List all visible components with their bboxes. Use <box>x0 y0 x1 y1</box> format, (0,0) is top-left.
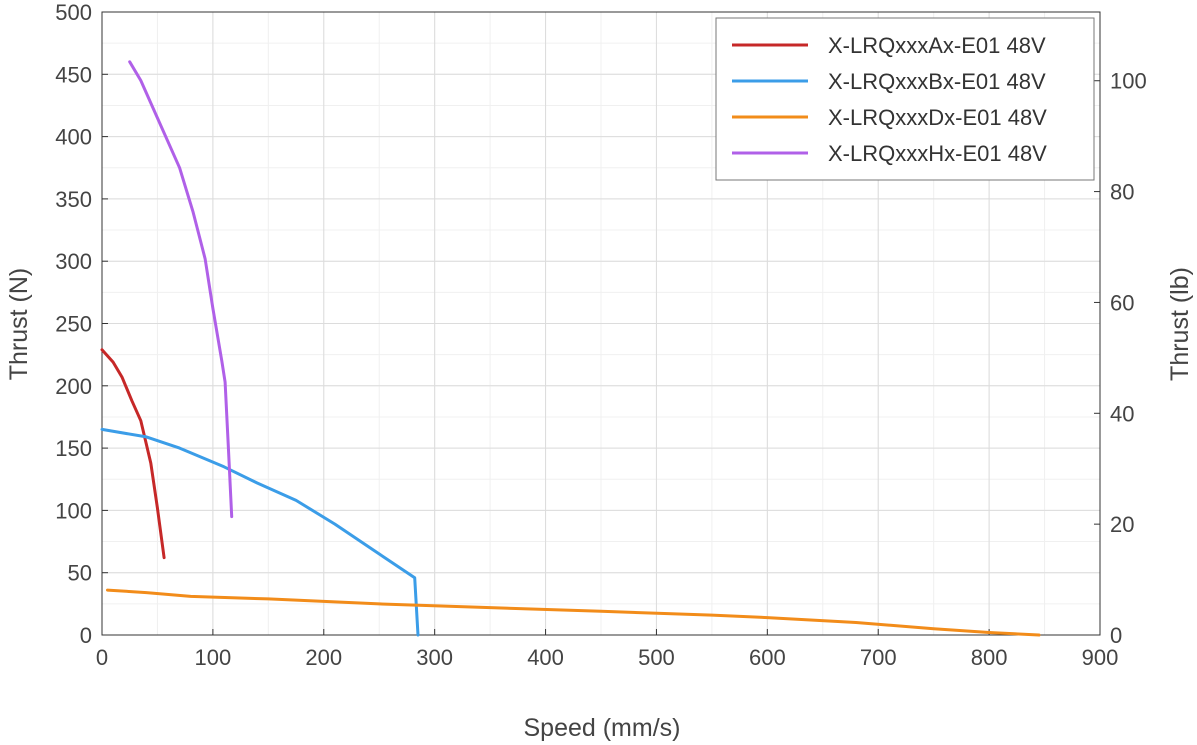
series-line-1 <box>100 348 166 560</box>
y-tick-label: 50 <box>68 561 92 586</box>
series-lines <box>100 60 1041 637</box>
y-tick-label: 250 <box>55 312 92 337</box>
y-tick-label: 300 <box>55 249 92 274</box>
x-tick-label: 800 <box>971 645 1008 670</box>
axes: 0 100 200 300 400 500 600 700 800 900050100150200… <box>55 0 1146 670</box>
x-axis-label: Speed (mm/s) <box>524 714 681 742</box>
y-right-tick-label: 40 <box>1110 401 1134 426</box>
legend-label-1: X-LRQxxxAx-E01 48V <box>828 33 1046 58</box>
y-tick-label: 350 <box>55 187 92 212</box>
x-tick-label: 100 <box>195 645 232 670</box>
x-tick-label: 400 <box>527 645 564 670</box>
x-tick-label: 700 <box>860 645 897 670</box>
legend-label-2: X-LRQxxxBx-E01 48V <box>828 69 1046 94</box>
y-axis-label-left: Thrust (N) <box>5 268 33 381</box>
y-right-tick-label: 20 <box>1110 512 1134 537</box>
x-tick-label: 900 <box>1082 645 1119 670</box>
y-right-tick-label: 60 <box>1110 290 1134 315</box>
x-tick-label: 600 <box>749 645 786 670</box>
legend-label-3: X-LRQxxxDx-E01 48V <box>828 105 1047 130</box>
y-right-tick-label: 0 <box>1110 623 1122 648</box>
x-tick-label: 200 <box>305 645 342 670</box>
y-tick-label: 500 <box>55 0 92 25</box>
y-tick-label: 150 <box>55 436 92 461</box>
y-tick-label: 200 <box>55 374 92 399</box>
y-tick-label: 450 <box>55 62 92 87</box>
x-tick-label: 300 <box>416 645 453 670</box>
legend: X-LRQxxxAx-E01 48V X-LRQxxxBx-E01 48V X-LR… <box>715 17 1095 181</box>
series-line-4 <box>128 60 234 519</box>
y-right-tick-label: 100 <box>1110 69 1147 94</box>
y-tick-label: 400 <box>55 125 92 150</box>
legend-label-4: X-LRQxxxHx-E01 48V <box>828 141 1047 166</box>
series-line-3 <box>106 588 1041 637</box>
series-line-2 <box>100 427 420 637</box>
y-tick-label: 100 <box>55 498 92 523</box>
x-tick-label: 500 <box>638 645 675 670</box>
y-right-tick-label: 80 <box>1110 180 1134 205</box>
x-tick-label: 0 <box>96 645 108 670</box>
y-axis-label-right: Thrust (lb) <box>1166 267 1194 381</box>
y-tick-label: 0 <box>80 623 92 648</box>
